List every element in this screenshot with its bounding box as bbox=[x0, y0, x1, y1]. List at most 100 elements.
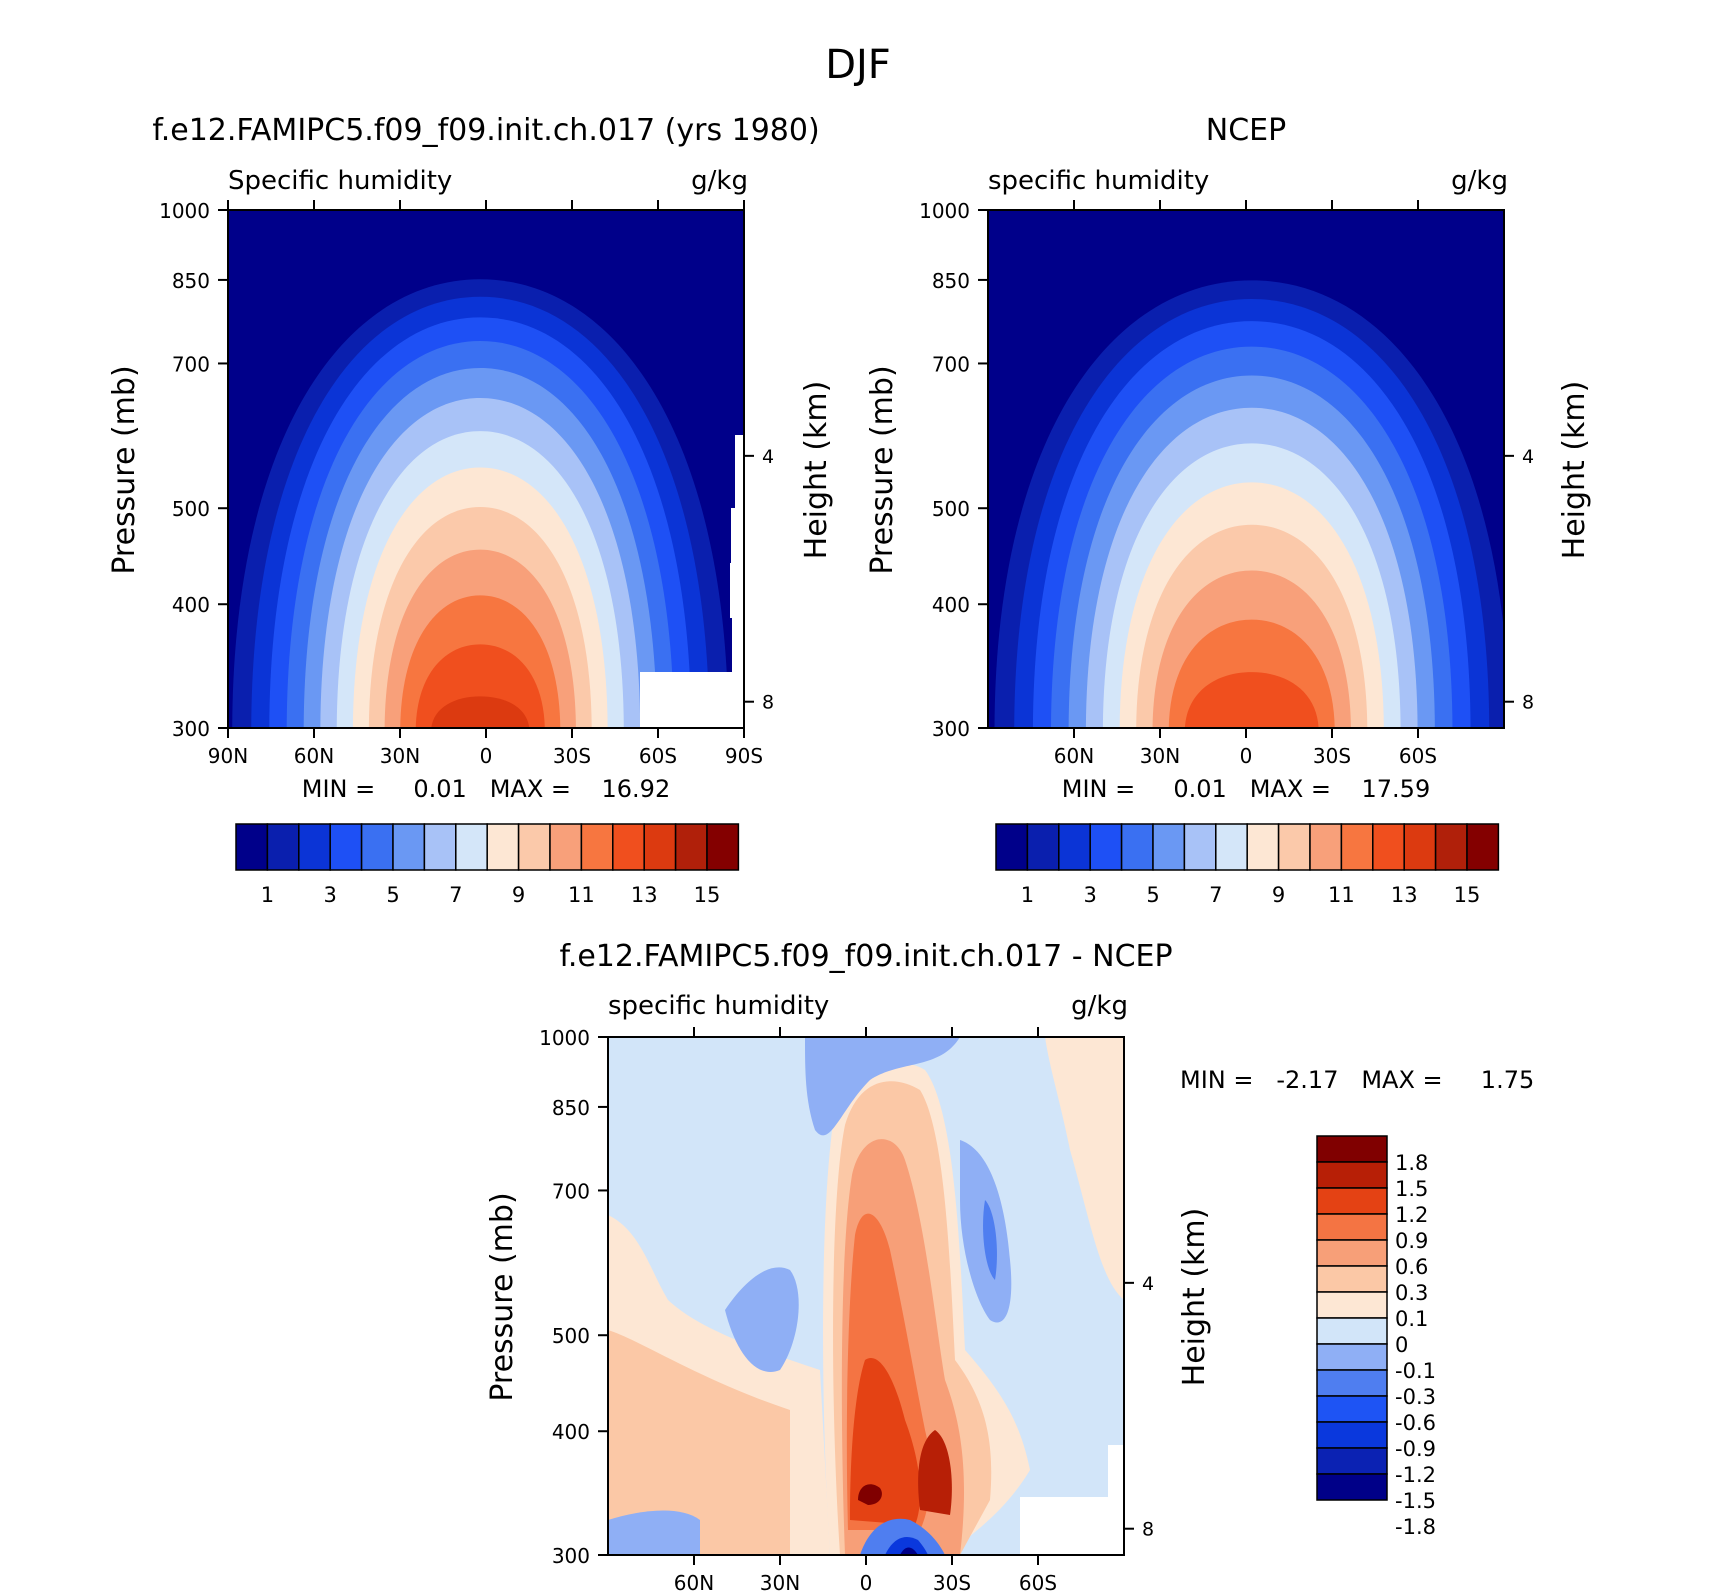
colorbar-label: 0 bbox=[1395, 1333, 1408, 1357]
colorbar-label: -0.3 bbox=[1395, 1385, 1436, 1409]
panel-model-field bbox=[228, 210, 744, 728]
y-tick-label: 700 bbox=[172, 352, 210, 376]
y-tick-label: 850 bbox=[172, 269, 210, 293]
colorbar-label: 15 bbox=[694, 883, 721, 907]
diff-negative-sfc-eq-3 bbox=[900, 1547, 918, 1555]
colorbar-swatch bbox=[1316, 1421, 1388, 1449]
colorbar-swatch bbox=[1183, 823, 1217, 871]
colorbar-swatch bbox=[1316, 1447, 1388, 1475]
colorbar-swatch bbox=[486, 823, 520, 871]
colorbar-swatch bbox=[1316, 1395, 1388, 1423]
diff-tropical-4 bbox=[850, 1358, 921, 1525]
colorbar-swatch bbox=[1434, 823, 1468, 871]
panel-obs: NCEP specific humidity g/kg 300 400 500 700… bbox=[865, 113, 1592, 803]
panel-model-minmax: MIN = 0.01 MAX = 16.92 bbox=[302, 775, 670, 803]
panel-diff-minmax: MIN = -2.17 MAX = 1.75 bbox=[1180, 1066, 1534, 1094]
y-tick-label: 400 bbox=[552, 1420, 590, 1444]
colorbar-swatch bbox=[1316, 1265, 1388, 1293]
figure-title: DJF bbox=[825, 42, 891, 88]
colorbar-swatch bbox=[1316, 1343, 1388, 1371]
panel-diff-units-label: g/kg bbox=[1071, 991, 1128, 1021]
colorbar-swatch bbox=[1277, 823, 1311, 871]
contour-band-12 bbox=[1185, 672, 1319, 728]
y2-tick-label: 4 bbox=[762, 446, 774, 468]
y-tick-label: 1000 bbox=[159, 199, 210, 223]
colorbar-swatch bbox=[1246, 823, 1280, 871]
diff-negative-top bbox=[805, 1037, 960, 1136]
x-tick-label: 90S bbox=[725, 744, 763, 768]
diff-negative-south-2 bbox=[983, 1200, 997, 1280]
colorbar-label: 1 bbox=[261, 883, 274, 907]
diff-tropical-5 bbox=[918, 1430, 952, 1515]
y-tick-label: 700 bbox=[552, 1179, 590, 1203]
panel-model-title: f.e12.FAMIPC5.f09_f09.init.ch.017 (yrs 1… bbox=[152, 113, 819, 148]
diff-positive-north-3 bbox=[608, 1420, 760, 1540]
missing-data-region bbox=[1020, 1445, 1124, 1555]
y-tick-label: 500 bbox=[932, 497, 970, 521]
colorbar-label: 15 bbox=[1454, 883, 1481, 907]
colorbar-label: 0.9 bbox=[1395, 1229, 1428, 1253]
missing-data-region bbox=[640, 435, 744, 728]
colorbar-label: 1.2 bbox=[1395, 1203, 1428, 1227]
y-tick-label: 300 bbox=[172, 717, 210, 741]
colorbar-label: 5 bbox=[1146, 883, 1159, 907]
panel-diff-field bbox=[608, 1037, 1124, 1555]
colorbar-label: -1.5 bbox=[1395, 1489, 1436, 1513]
x-tick-label: 30N bbox=[1140, 744, 1180, 768]
colorbar-swatch bbox=[517, 823, 551, 871]
colorbar-swatch bbox=[423, 823, 457, 871]
panel-model-ylabel: Pressure (mb) bbox=[107, 365, 142, 574]
colorbar-label: 11 bbox=[1328, 883, 1355, 907]
diff-negative-sfc-eq-2 bbox=[885, 1536, 928, 1555]
colorbar-swatch bbox=[329, 823, 363, 871]
y-tick-label: 850 bbox=[932, 269, 970, 293]
colorbar-label: -0.6 bbox=[1395, 1411, 1436, 1435]
colorbar-label: -1.8 bbox=[1395, 1515, 1436, 1539]
colorbar-label: 13 bbox=[631, 883, 658, 907]
colorbar-swatch bbox=[455, 823, 488, 871]
colorbar-label: 3 bbox=[1084, 883, 1097, 907]
colorbar-swatch bbox=[1316, 1369, 1388, 1397]
x-tick-label: 60N bbox=[294, 744, 334, 768]
y-tick-label: 500 bbox=[172, 497, 210, 521]
colorbar-label: 1.8 bbox=[1395, 1151, 1428, 1175]
colorbar-label: 0.3 bbox=[1395, 1281, 1428, 1305]
colorbar-label: 7 bbox=[449, 883, 462, 907]
panel-diff-ylabel: Pressure (mb) bbox=[485, 1192, 520, 1401]
y2-tick-label: 4 bbox=[1142, 1273, 1154, 1295]
x-tick-label: 30S bbox=[933, 1571, 971, 1595]
colorbar-swatch bbox=[1340, 823, 1374, 871]
y2-tick-label: 8 bbox=[1522, 692, 1534, 714]
panel-obs-units-label: g/kg bbox=[1451, 166, 1508, 196]
colorbar-label: -0.9 bbox=[1395, 1437, 1436, 1461]
x-tick-label: 30S bbox=[1313, 744, 1351, 768]
diff-tropical-6 bbox=[858, 1484, 882, 1505]
colorbar-swatch bbox=[1316, 1135, 1388, 1163]
x-tick-label: 0 bbox=[860, 1571, 873, 1595]
x-tick-label: 60S bbox=[639, 744, 677, 768]
colorbar-swatch bbox=[995, 823, 1029, 871]
diff-negative-mid bbox=[725, 1267, 799, 1372]
panel-obs-ylabel: Pressure (mb) bbox=[865, 365, 900, 574]
contour-band-13 bbox=[431, 696, 530, 728]
colorbar-label: 0.6 bbox=[1395, 1255, 1428, 1279]
colorbar-swatch bbox=[1309, 823, 1343, 871]
colorbar-swatch bbox=[1466, 823, 1500, 871]
colorbar-swatch bbox=[1058, 823, 1091, 871]
colorbar-label: 3 bbox=[324, 883, 337, 907]
colorbar-swatch bbox=[1316, 1317, 1388, 1345]
x-tick-label: 30N bbox=[760, 1571, 800, 1595]
colorbar-swatch bbox=[643, 823, 677, 871]
colorbar-swatch bbox=[1403, 823, 1437, 871]
x-tick-label: 30S bbox=[553, 744, 591, 768]
y-tick-label: 1000 bbox=[919, 199, 970, 223]
x-tick-label: 0 bbox=[480, 744, 493, 768]
colorbar-diff: 1.81.51.20.90.60.30.10-0.1-0.3-0.6-0.9-1… bbox=[1316, 1135, 1436, 1539]
colorbar-label: 7 bbox=[1209, 883, 1222, 907]
colorbar-swatch bbox=[1215, 823, 1248, 871]
panel-diff-title: f.e12.FAMIPC5.f09_f09.init.ch.017 - NCEP bbox=[559, 939, 1172, 974]
colorbar-swatch bbox=[1316, 1473, 1388, 1501]
colorbar-model: 1 3 5 7 9 11 13 15 bbox=[235, 823, 740, 907]
panel-obs-minmax: MIN = 0.01 MAX = 17.59 bbox=[1062, 775, 1430, 803]
